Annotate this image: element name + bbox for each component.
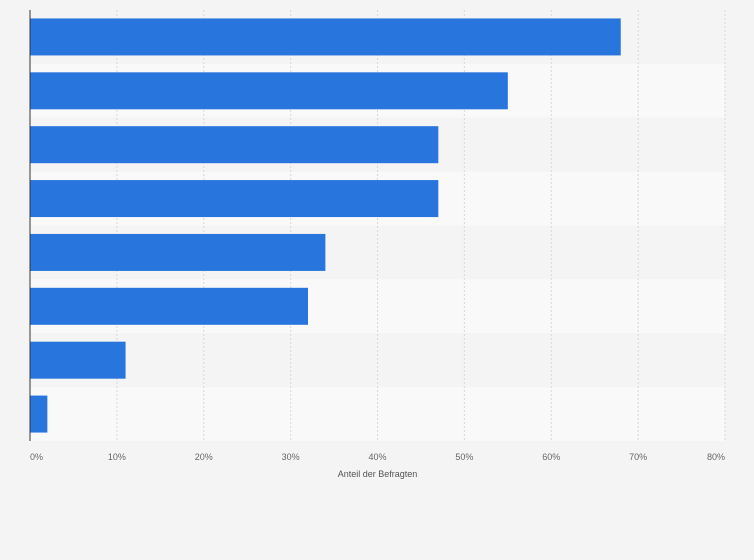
x-tick-label: 30% [282, 452, 300, 462]
x-tick-label: 80% [707, 452, 725, 462]
bar[interactable] [30, 180, 439, 218]
bar[interactable] [30, 18, 621, 56]
bar[interactable] [30, 287, 308, 325]
bar[interactable] [30, 72, 508, 110]
x-axis-ticks: 0% 10% 20% 30% 40% 50% 60% 70% 80% [30, 452, 725, 462]
x-tick-label: 0% [30, 452, 43, 462]
x-tick-label: 40% [368, 452, 386, 462]
x-axis-title: Anteil der Befragten [338, 469, 418, 479]
x-tick-label: 70% [629, 452, 647, 462]
x-tick-label: 20% [195, 452, 213, 462]
x-tick-label: 50% [455, 452, 473, 462]
bar[interactable] [30, 341, 126, 379]
bar[interactable] [30, 126, 439, 164]
x-tick-label: 60% [542, 452, 560, 462]
bars [30, 18, 621, 433]
bar[interactable] [30, 395, 48, 433]
bar[interactable] [30, 233, 326, 271]
x-tick-label: 10% [108, 452, 126, 462]
